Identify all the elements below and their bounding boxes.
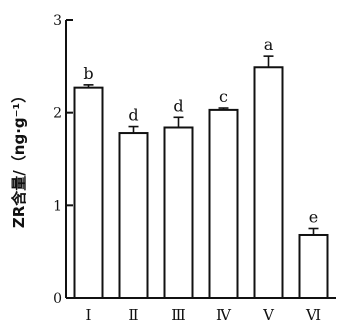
bars: b d d c a e (73, 35, 329, 300)
axes (65, 20, 336, 299)
x-tick-labels: Ⅰ Ⅱ Ⅲ Ⅳ Ⅴ Ⅵ (86, 306, 322, 324)
significance-label: e (309, 208, 318, 227)
x-tick-label: Ⅰ (86, 306, 92, 324)
y-ticks: 0 1 2 3 (53, 13, 73, 307)
significance-label: d (128, 106, 138, 125)
y-tick-label: 0 (53, 291, 62, 307)
bar (163, 126, 194, 299)
significance-label: d (173, 96, 183, 115)
x-tick-label: Ⅲ (171, 306, 185, 324)
y-tick-label: 2 (53, 106, 62, 122)
y-axis-title: ZR含量/（ng·g⁻¹） (10, 88, 28, 228)
x-tick-label: Ⅵ (305, 306, 321, 324)
x-tick-label: Ⅴ (262, 306, 275, 324)
y-tick-label: 1 (53, 198, 62, 214)
bar (208, 108, 239, 299)
bar (73, 86, 104, 299)
bar (253, 66, 284, 300)
significance-label: b (83, 64, 93, 83)
significance-label: a (264, 35, 274, 54)
bar (298, 233, 329, 299)
y-tick-label: 3 (53, 13, 62, 29)
significance-label: c (219, 87, 228, 106)
bar (118, 132, 149, 299)
x-tick-label: Ⅱ (128, 306, 138, 324)
x-tick-label: Ⅳ (216, 306, 232, 324)
